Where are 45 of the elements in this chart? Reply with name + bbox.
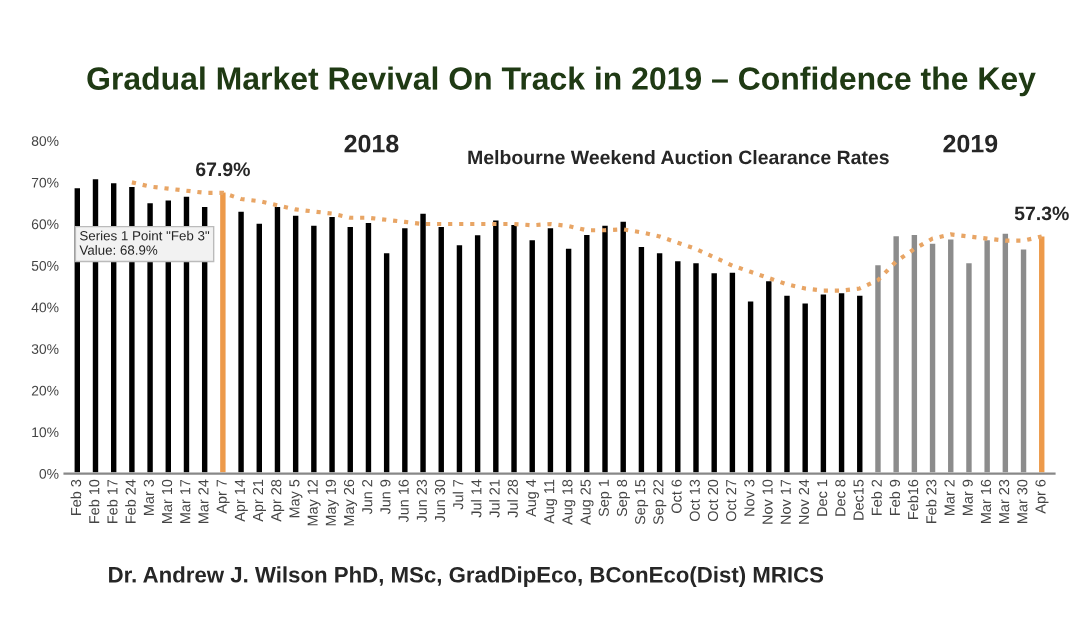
- bar: [490, 217, 502, 474]
- bar: [763, 278, 775, 474]
- bar: [799, 300, 811, 474]
- bar: [381, 250, 393, 474]
- bar: [362, 220, 374, 474]
- annotation: 57.3%: [1014, 206, 1069, 221]
- bar: [290, 213, 302, 474]
- bar: [817, 291, 829, 474]
- bar: [344, 224, 356, 474]
- bar: [708, 270, 720, 474]
- bar: [1036, 233, 1048, 474]
- bar: [836, 290, 848, 474]
- bar: [217, 189, 229, 474]
- bar: [617, 218, 629, 474]
- bar: [417, 210, 429, 474]
- bar: [544, 225, 556, 474]
- annotation: 2018: [344, 134, 399, 153]
- chart-title: Gradual Market Revival On Track in 2019 – Confidence the Key: [87, 66, 1036, 97]
- bar: [71, 185, 83, 474]
- bar: [690, 260, 702, 474]
- bar: [271, 204, 283, 474]
- bar: [672, 258, 684, 474]
- bar: [472, 232, 484, 474]
- text: Dr. Andrew J. Wilson PhD, MSc, GradDipEco, BConEco(Dist) MRICS: [109, 566, 824, 588]
- bar: [326, 214, 338, 474]
- bar: [654, 250, 666, 474]
- bar: [453, 242, 465, 474]
- bar: [308, 223, 320, 474]
- bar: [581, 232, 593, 474]
- bar: [435, 224, 447, 474]
- bar: [635, 244, 647, 474]
- annotation: 2019: [943, 134, 998, 153]
- bar: [854, 292, 866, 474]
- bar: [508, 222, 520, 474]
- bar: [253, 220, 265, 474]
- bar: [235, 208, 247, 474]
- bar: [599, 223, 611, 474]
- bar: [745, 298, 757, 474]
- chart-subtitle: Melbourne Weekend Auction Clearance Rates: [468, 150, 889, 165]
- annotation: 67.9%: [196, 162, 250, 177]
- bar: [399, 225, 411, 474]
- bar: [526, 237, 538, 474]
- bar: [563, 245, 575, 474]
- bar: [781, 292, 793, 474]
- bar: [726, 270, 738, 474]
